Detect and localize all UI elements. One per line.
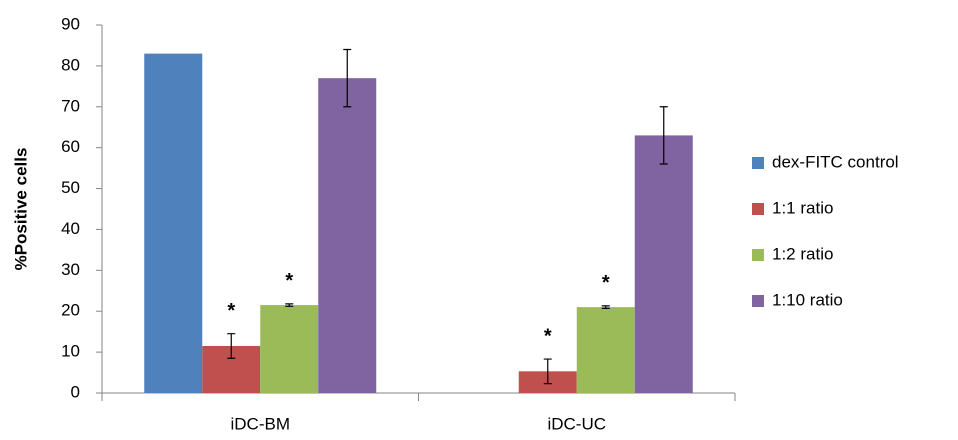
y-tick-label: 90	[61, 14, 80, 33]
bar	[576, 307, 635, 393]
significance-marker: *	[285, 270, 293, 292]
y-tick-label: 50	[61, 178, 80, 197]
bar	[634, 135, 693, 393]
y-tick-label: 60	[61, 137, 80, 156]
y-tick-label: 20	[61, 301, 80, 320]
y-tick-label: 40	[61, 219, 80, 238]
y-tick-label: 70	[61, 96, 80, 115]
significance-marker: *	[227, 300, 235, 322]
significance-marker: *	[544, 325, 552, 347]
legend-label: 1:2 ratio	[772, 244, 833, 263]
legend-label: dex-FITC control	[772, 152, 899, 171]
legend-label: 1:1 ratio	[772, 198, 833, 217]
y-axis-label: %Positive cells	[11, 148, 30, 271]
error-bar	[285, 303, 294, 307]
significance-marker: *	[602, 272, 610, 294]
y-tick-label: 30	[61, 260, 80, 279]
error-bar	[227, 333, 236, 359]
legend-swatch	[752, 249, 764, 261]
y-tick-label: 10	[61, 342, 80, 361]
legend-swatch	[752, 157, 764, 169]
y-tick-label: 0	[71, 382, 80, 401]
legend-swatch	[752, 203, 764, 215]
legend-swatch	[752, 295, 764, 307]
error-bar	[659, 106, 668, 165]
legend-label: 1:10 ratio	[772, 290, 843, 309]
y-tick-label: 80	[61, 55, 80, 74]
error-bar	[543, 358, 552, 385]
error-bar	[601, 305, 610, 309]
error-bar	[343, 48, 352, 108]
x-tick-label: iDC-BM	[231, 414, 291, 433]
x-tick-label: iDC-UC	[547, 414, 606, 433]
bar	[260, 305, 319, 393]
bar	[144, 53, 203, 393]
bar	[318, 78, 377, 394]
